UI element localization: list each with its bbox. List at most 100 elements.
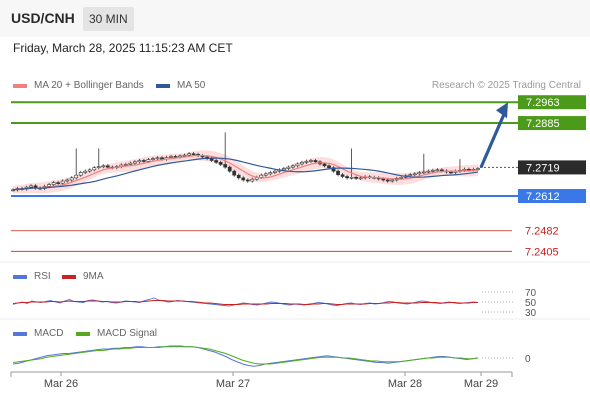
- candle-body: [349, 177, 354, 179]
- candle-body: [291, 165, 295, 168]
- resistance-label: 7.2885: [526, 118, 560, 130]
- candle-body: [327, 165, 331, 168]
- pivot-label-box: [518, 160, 586, 175]
- resistance-label: 7.2963: [526, 97, 560, 109]
- candle-body: [83, 170, 88, 173]
- rsi-ma-line: [12, 300, 478, 305]
- candle-body: [169, 156, 173, 158]
- legend-rsi-ma: 9MA: [62, 271, 104, 282]
- candle-body: [87, 169, 92, 172]
- rsi-tick-label: 30: [525, 308, 537, 319]
- candle-body: [331, 167, 336, 172]
- candle-body: [47, 184, 52, 187]
- candle-body: [223, 164, 228, 168]
- candle-body: [51, 182, 56, 185]
- projection-arrow: [479, 113, 506, 169]
- candle-body: [340, 174, 345, 177]
- projection-arrowhead: [496, 102, 508, 119]
- legend-ma20: MA 20 + Bollinger Bands: [13, 80, 144, 91]
- candle-body: [309, 160, 313, 162]
- ma20-swatch: [13, 83, 27, 88]
- candle-body: [336, 170, 340, 175]
- candle-body: [56, 182, 61, 184]
- pivot-label: 7.2719: [526, 162, 560, 174]
- candle-body: [435, 169, 440, 172]
- candle-body: [101, 165, 106, 168]
- ma50-line: [12, 157, 479, 191]
- candle-body: [96, 166, 101, 168]
- candle-body: [263, 173, 268, 176]
- legend-macd-signal: MACD Signal: [76, 328, 157, 339]
- candle-body: [439, 169, 444, 172]
- candle-body: [182, 154, 187, 157]
- candle-body: [227, 166, 232, 172]
- minor-level-label: 7.2405: [525, 246, 559, 258]
- x-tick-label: Mar 29: [464, 378, 498, 390]
- candle-body: [232, 170, 237, 176]
- timeframe-button[interactable]: 30 MIN: [83, 7, 134, 31]
- candle-body: [462, 168, 467, 171]
- x-tick-label: Mar 27: [216, 378, 250, 390]
- rsi-swatch: [13, 274, 27, 279]
- x-tick-label: Mar 26: [44, 378, 78, 390]
- legend-ma50: MA 50: [156, 80, 205, 91]
- candle-body: [160, 157, 164, 160]
- candle-body: [218, 162, 223, 165]
- candle-body: [69, 177, 74, 181]
- macd-swatch: [13, 331, 27, 336]
- candle-body: [259, 174, 264, 178]
- macd-tick-label: 0: [525, 354, 531, 365]
- candle-body: [105, 165, 110, 168]
- candle-body: [358, 177, 363, 180]
- candle-body: [142, 160, 146, 162]
- candle-body: [426, 170, 431, 173]
- candle-body: [385, 179, 390, 182]
- macd-signal-line: [12, 346, 479, 365]
- candle-body: [78, 172, 83, 176]
- candle-body: [268, 172, 273, 175]
- candle-body: [412, 173, 417, 176]
- rsi-tick-label: 70: [525, 288, 537, 299]
- candle-body: [250, 178, 255, 182]
- candle-body: [236, 174, 241, 179]
- candle-body: [209, 158, 214, 161]
- candle-body: [300, 162, 304, 165]
- x-tick-label: Mar 28: [388, 378, 422, 390]
- ma20-line: [12, 154, 479, 191]
- macd-line: [12, 345, 479, 367]
- minor-level-label: 7.2482: [525, 226, 559, 238]
- support-label: 7.2612: [526, 191, 560, 203]
- candle-body: [187, 153, 191, 156]
- candle-body: [381, 178, 386, 181]
- header-bar: USD/CNH 30 MIN: [0, 0, 590, 37]
- rsi-ma-swatch: [62, 274, 76, 279]
- candle-body: [146, 159, 151, 162]
- ma20-label: MA 20 + Bollinger Bands: [34, 80, 144, 91]
- candle-body: [313, 160, 318, 163]
- candle-body: [132, 161, 137, 164]
- ma50-label: MA 50: [177, 80, 206, 91]
- resistance-label-box: [518, 95, 586, 110]
- research-credit: Research © 2025 Trading Central: [431, 80, 581, 91]
- ma50-swatch: [156, 83, 170, 88]
- candle-body: [449, 171, 453, 174]
- candle-body: [155, 157, 160, 160]
- macd-signal-swatch: [76, 331, 90, 336]
- candle-body: [408, 174, 413, 176]
- candle-body: [295, 163, 300, 167]
- candle-body: [92, 167, 97, 171]
- candle-body: [286, 166, 291, 169]
- candle-body: [417, 172, 422, 175]
- candle-body: [272, 170, 277, 173]
- candle-body: [430, 170, 435, 172]
- candle-body: [137, 160, 142, 163]
- candle-body: [245, 179, 250, 182]
- candle-body: [191, 153, 196, 156]
- candle-body: [151, 158, 155, 160]
- candle-body: [345, 176, 349, 179]
- candle-body: [476, 168, 480, 170]
- candle-body: [354, 177, 359, 179]
- support-label-box: [518, 189, 586, 204]
- symbol-title: USD/CNH: [11, 10, 75, 26]
